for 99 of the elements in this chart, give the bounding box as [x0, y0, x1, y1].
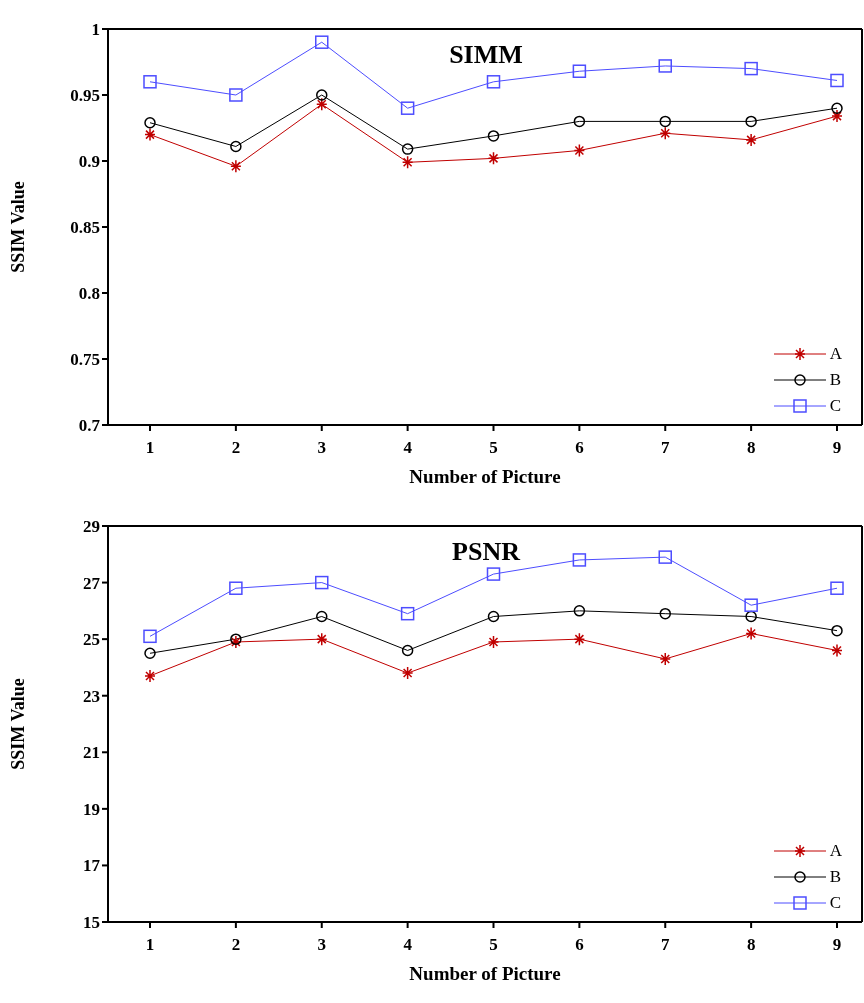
point [230, 633, 242, 645]
y-tick-label: 1 [91, 20, 100, 40]
point [659, 652, 671, 666]
point [229, 88, 243, 102]
x-tick-label: 2 [231, 438, 241, 458]
point [744, 61, 758, 76]
point [487, 151, 500, 166]
point [143, 629, 157, 644]
point [143, 75, 157, 89]
point [659, 607, 671, 620]
point [831, 109, 843, 123]
point [229, 581, 243, 595]
point [316, 632, 328, 646]
legend-label: A [829, 841, 842, 861]
point [573, 632, 586, 646]
point [744, 598, 758, 612]
point [745, 115, 757, 128]
point [831, 102, 843, 114]
point [487, 635, 500, 649]
point [572, 553, 587, 567]
y-tick-label: 0.7 [78, 416, 101, 436]
point [573, 605, 586, 617]
point [400, 101, 415, 115]
point [400, 606, 415, 621]
point [658, 59, 672, 73]
x-tick-label: 5 [489, 935, 498, 955]
y-axis-title: SSIM Value [8, 181, 29, 273]
x-tick-label: 2 [231, 935, 241, 955]
point [658, 550, 672, 564]
chart-title: SIMM [448, 40, 524, 70]
y-tick-label: 15 [83, 913, 100, 933]
y-tick-label: 23 [83, 686, 100, 706]
x-axis-title: Number of Picture [409, 466, 561, 487]
point [230, 635, 242, 649]
x-tick-label: 6 [575, 438, 584, 458]
point [144, 647, 156, 660]
y-tick-label: 0.85 [70, 218, 100, 238]
x-tick-label: 3 [317, 438, 326, 458]
point [230, 159, 242, 174]
point [659, 115, 671, 128]
x-axis-title: Number of Picture [409, 963, 561, 984]
x-tick-label: 9 [832, 935, 842, 955]
point [831, 624, 843, 637]
point [401, 644, 414, 657]
point [486, 75, 501, 89]
point [144, 127, 156, 142]
x-tick-label: 4 [403, 935, 413, 955]
point [401, 143, 414, 155]
legend-label: C [829, 396, 842, 416]
chart-title: PSNR [451, 537, 522, 567]
x-tick-label: 6 [575, 935, 584, 955]
y-tick-label: 19 [83, 799, 100, 819]
point [573, 115, 586, 128]
y-axis-title: SSIM Value [8, 678, 29, 770]
x-tick-label: 9 [832, 438, 842, 458]
point [745, 626, 757, 641]
point [401, 155, 414, 170]
point [659, 126, 671, 141]
point [486, 567, 501, 581]
y-tick-label: 21 [83, 743, 100, 763]
point [572, 64, 587, 78]
point [745, 610, 757, 623]
point [230, 140, 242, 153]
point [745, 133, 757, 147]
y-tick-label: 17 [83, 856, 101, 876]
point [830, 73, 844, 88]
point [144, 116, 156, 129]
point [316, 97, 328, 111]
x-tick-label: 8 [746, 438, 756, 458]
point [487, 610, 500, 623]
y-tick-label: 25 [83, 630, 100, 650]
point [144, 669, 156, 683]
point [830, 581, 844, 595]
x-tick-label: 5 [489, 438, 498, 458]
point [316, 89, 328, 101]
y-tick-label: 29 [83, 517, 100, 537]
x-tick-label: 8 [746, 935, 756, 955]
y-tick-label: 27 [83, 573, 101, 593]
y-tick-label: 0.8 [78, 284, 100, 304]
legend-label: A [829, 344, 842, 364]
y-tick-label: 0.75 [70, 350, 100, 370]
point [315, 35, 329, 49]
legend-label: B [829, 370, 842, 390]
x-tick-label: 1 [145, 438, 155, 458]
point [401, 666, 414, 680]
x-tick-label: 3 [317, 935, 326, 955]
y-tick-label: 0.9 [78, 152, 100, 172]
point [316, 610, 328, 623]
x-tick-label: 1 [145, 935, 155, 955]
point [487, 130, 500, 142]
y-tick-label: 0.95 [70, 86, 100, 106]
legend-label: C [829, 893, 842, 913]
x-tick-label: 7 [661, 438, 670, 458]
point [573, 143, 586, 158]
x-tick-label: 7 [661, 935, 670, 955]
point [315, 575, 329, 590]
legend-label: B [829, 867, 842, 887]
x-tick-label: 4 [403, 438, 413, 458]
point [831, 643, 843, 658]
